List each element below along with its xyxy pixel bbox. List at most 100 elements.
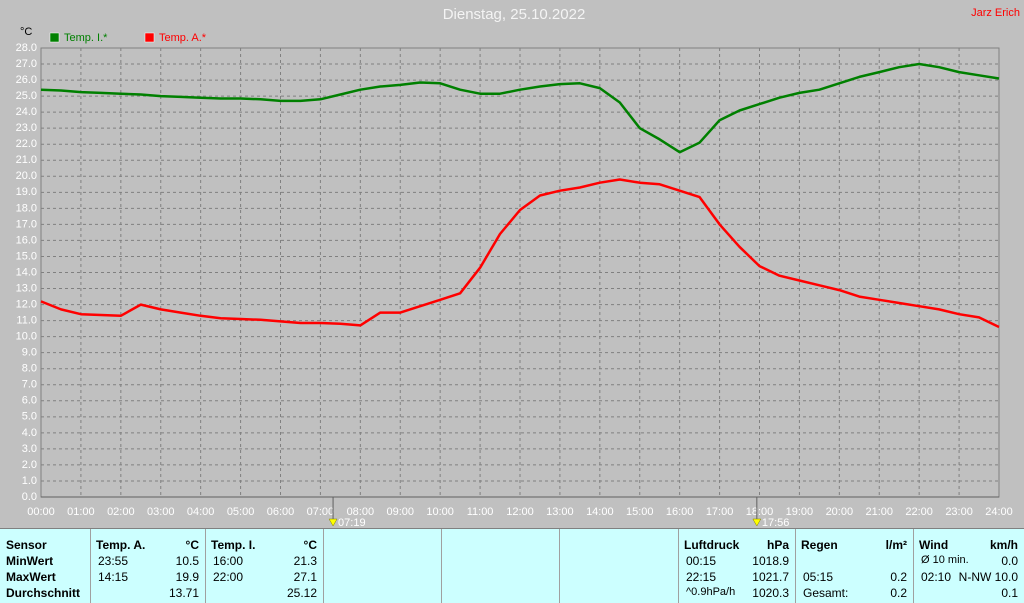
table-cell: MinWert xyxy=(6,554,54,568)
y-tick-label: 14.0 xyxy=(16,266,37,278)
x-tick-label: 05:00 xyxy=(227,506,255,518)
x-tick-label: 24:00 xyxy=(985,506,1013,518)
separator xyxy=(795,529,796,603)
y-tick-label: 1.0 xyxy=(22,475,37,487)
sun-icon xyxy=(328,518,338,527)
sun-label: 07:19 xyxy=(338,517,366,528)
table-cell: °C xyxy=(303,538,317,552)
x-tick-label: 03:00 xyxy=(147,506,175,518)
separator xyxy=(913,529,914,603)
x-tick-label: 08:00 xyxy=(347,506,375,518)
table-cell: MaxWert xyxy=(6,570,56,584)
y-tick-label: 7.0 xyxy=(22,379,37,391)
y-tick-label: 5.0 xyxy=(22,411,37,423)
y-axis-label: °C xyxy=(20,26,32,38)
separator xyxy=(559,529,560,603)
y-tick-label: 17.0 xyxy=(16,218,37,230)
table-cell: 10.5 xyxy=(175,554,199,568)
y-tick-label: 0.0 xyxy=(22,491,37,503)
x-tick-label: 12:00 xyxy=(506,506,534,518)
x-tick-label: 17:00 xyxy=(706,506,734,518)
y-tick-label: 8.0 xyxy=(22,363,37,375)
x-tick-label: 22:00 xyxy=(905,506,933,518)
y-tick-label: 25.0 xyxy=(16,90,37,102)
table-cell: Wind xyxy=(919,538,949,552)
x-tick-label: 15:00 xyxy=(626,506,654,518)
table-cell: Sensor xyxy=(6,538,47,552)
x-tick-label: 01:00 xyxy=(67,506,95,518)
table-cell: 16:00 xyxy=(213,554,244,568)
table-cell: 0.2 xyxy=(890,570,907,584)
x-tick-label: 06:00 xyxy=(267,506,295,518)
table-cell: Durchschnitt xyxy=(6,586,81,600)
table-cell: 14:15 xyxy=(98,570,129,584)
separator xyxy=(205,529,206,603)
table-cell: 23:55 xyxy=(98,554,129,568)
x-tick-label: 11:00 xyxy=(467,506,494,518)
table-cell: 1020.3 xyxy=(752,586,789,600)
separator xyxy=(90,529,91,603)
y-tick-label: 19.0 xyxy=(16,186,37,198)
table-cell: Gesamt: xyxy=(803,586,849,600)
y-tick-label: 27.0 xyxy=(16,58,37,70)
table-cell: N-NW 10.0 xyxy=(958,570,1018,584)
series-line xyxy=(40,62,1000,154)
legend-label: Temp. A.* xyxy=(159,32,207,44)
table-cell: 25.12 xyxy=(286,586,317,600)
y-tick-label: 15.0 xyxy=(16,250,37,262)
table-cell: Ø 10 min. xyxy=(921,554,969,566)
table-cell: Temp. A. xyxy=(96,538,146,552)
x-tick-label: 00:00 xyxy=(27,506,55,518)
x-tick-label: 19:00 xyxy=(786,506,814,518)
table-cell: 05:15 xyxy=(803,570,834,584)
x-tick-label: 16:00 xyxy=(666,506,694,518)
y-tick-label: 16.0 xyxy=(16,234,37,246)
y-tick-label: 20.0 xyxy=(16,170,37,182)
y-tick-label: 9.0 xyxy=(22,347,37,359)
y-tick-label: 3.0 xyxy=(22,443,37,455)
y-tick-label: 23.0 xyxy=(16,122,37,134)
table-cell: 0.1 xyxy=(1001,586,1018,600)
y-tick-label: 6.0 xyxy=(22,395,37,407)
x-tick-label: 10:00 xyxy=(426,506,454,518)
table-cell: l/m² xyxy=(885,538,907,552)
table-cell: 27.1 xyxy=(293,570,317,584)
y-tick-label: 4.0 xyxy=(22,427,37,439)
x-tick-label: 20:00 xyxy=(826,506,854,518)
y-tick-label: 12.0 xyxy=(16,298,37,310)
stats-table: Sensor MinWert MaxWert Durchschnitt Temp. A.… xyxy=(0,528,1024,603)
legend-swatch xyxy=(144,32,155,43)
separator xyxy=(678,529,679,603)
table-cell: 19.9 xyxy=(175,570,199,584)
x-tick-label: 18:00 xyxy=(746,506,774,518)
x-tick-label: 09:00 xyxy=(386,506,414,518)
table-cell: 22:15 xyxy=(686,570,717,584)
y-tick-label: 21.0 xyxy=(16,154,37,166)
x-tick-label: 21:00 xyxy=(865,506,893,518)
x-tick-label: 13:00 xyxy=(546,506,574,518)
table-cell: 13.71 xyxy=(168,586,199,600)
table-cell: 0.0 xyxy=(1001,554,1018,568)
legend-swatch xyxy=(49,32,60,43)
table-cell: 0.2 xyxy=(890,586,907,600)
series-line xyxy=(40,178,1000,329)
separator xyxy=(441,529,442,603)
y-tick-label: 10.0 xyxy=(16,331,37,343)
table-cell: ^0.9hPa/h xyxy=(686,586,736,598)
x-tick-label: 07:00 xyxy=(307,506,335,518)
x-tick-label: 14:00 xyxy=(586,506,614,518)
table-cell: km/h xyxy=(989,538,1018,552)
chart: Dienstag, 25.10.2022 Jarz Erich °C 0.0 1.… xyxy=(16,6,1020,528)
y-tick-label: 26.0 xyxy=(16,74,37,86)
author: Jarz Erich xyxy=(971,7,1020,19)
chart-title: Dienstag, 25.10.2022 xyxy=(443,6,586,23)
x-tick-label: 04:00 xyxy=(187,506,215,518)
legend-label: Temp. I.* xyxy=(64,32,108,44)
x-tick-label: 23:00 xyxy=(945,506,973,518)
table-cell: 00:15 xyxy=(686,554,717,568)
sun-label: 17:56 xyxy=(762,517,790,528)
y-tick-label: 2.0 xyxy=(22,459,37,471)
table-cell: 1021.7 xyxy=(752,570,789,584)
table-cell: 21.3 xyxy=(293,554,317,568)
